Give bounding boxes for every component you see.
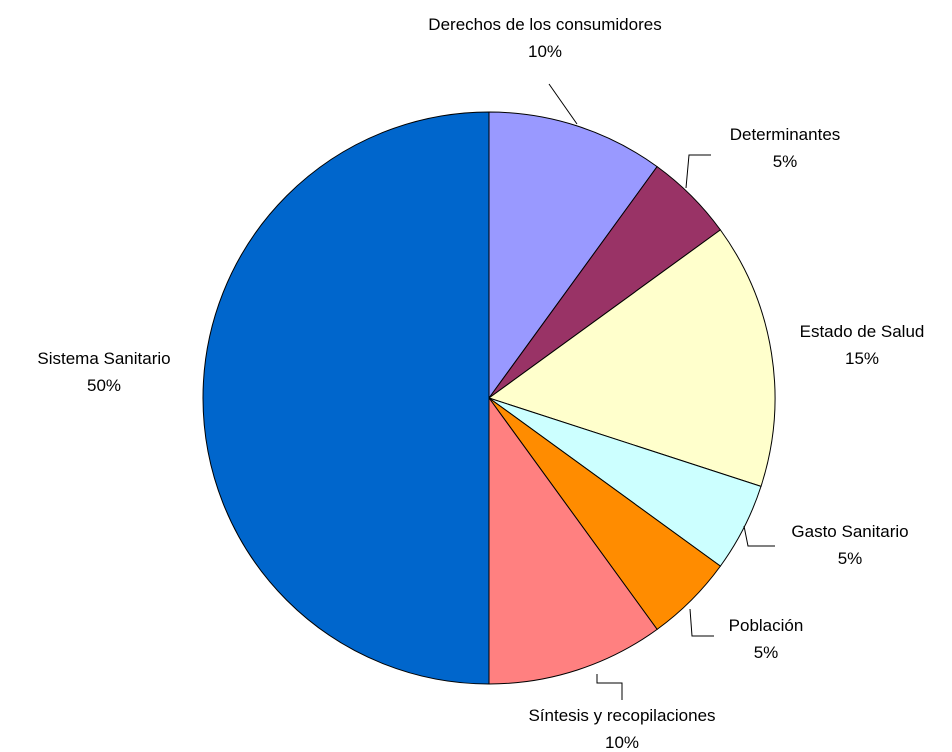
slice-label-pct: 5% (773, 152, 798, 171)
leader-line (548, 83, 578, 125)
slice-label-pct: 50% (87, 376, 121, 395)
slice-label-name: Población (729, 616, 804, 635)
slice-label-name: Síntesis y recopilaciones (528, 706, 715, 725)
slice-label-pct: 5% (754, 643, 779, 662)
slice-label-name: Gasto Sanitario (791, 522, 908, 541)
slice-label-name: Determinantes (730, 125, 841, 144)
slice-label-pct: 10% (605, 733, 639, 752)
slice-label-gasto-sanitario: Gasto Sanitario 5% (791, 522, 908, 568)
pie-slice (488, 111, 658, 400)
slice-label-poblacion: Población 5% (729, 616, 804, 662)
slice-label-determinantes: Determinantes 5% (730, 125, 841, 171)
slice-label-name: Derechos de los consumidores (428, 15, 661, 34)
leader-line (685, 154, 711, 189)
pie-slices (202, 111, 776, 685)
pie-slice (488, 396, 658, 685)
slice-label-estado-de-salud: Estado de Salud 15% (800, 322, 925, 368)
leader-line (596, 674, 623, 700)
leader-lines (548, 83, 775, 700)
slice-label-sistema-sanitario: Sistema Sanitario 50% (37, 349, 170, 395)
slice-label-name: Sistema Sanitario (37, 349, 170, 368)
pie-slice (202, 111, 490, 685)
slice-label-name: Estado de Salud (800, 322, 925, 341)
pie-slice (487, 229, 776, 488)
slice-label-derechos: Derechos de los consumidores 10% (428, 15, 661, 61)
slice-label-sintesis: Síntesis y recopilaciones 10% (528, 706, 715, 752)
slice-label-pct: 5% (838, 549, 863, 568)
slice-label-pct: 15% (845, 349, 879, 368)
slice-label-pct: 10% (528, 42, 562, 61)
leader-line (743, 525, 775, 547)
leader-line (689, 608, 714, 637)
